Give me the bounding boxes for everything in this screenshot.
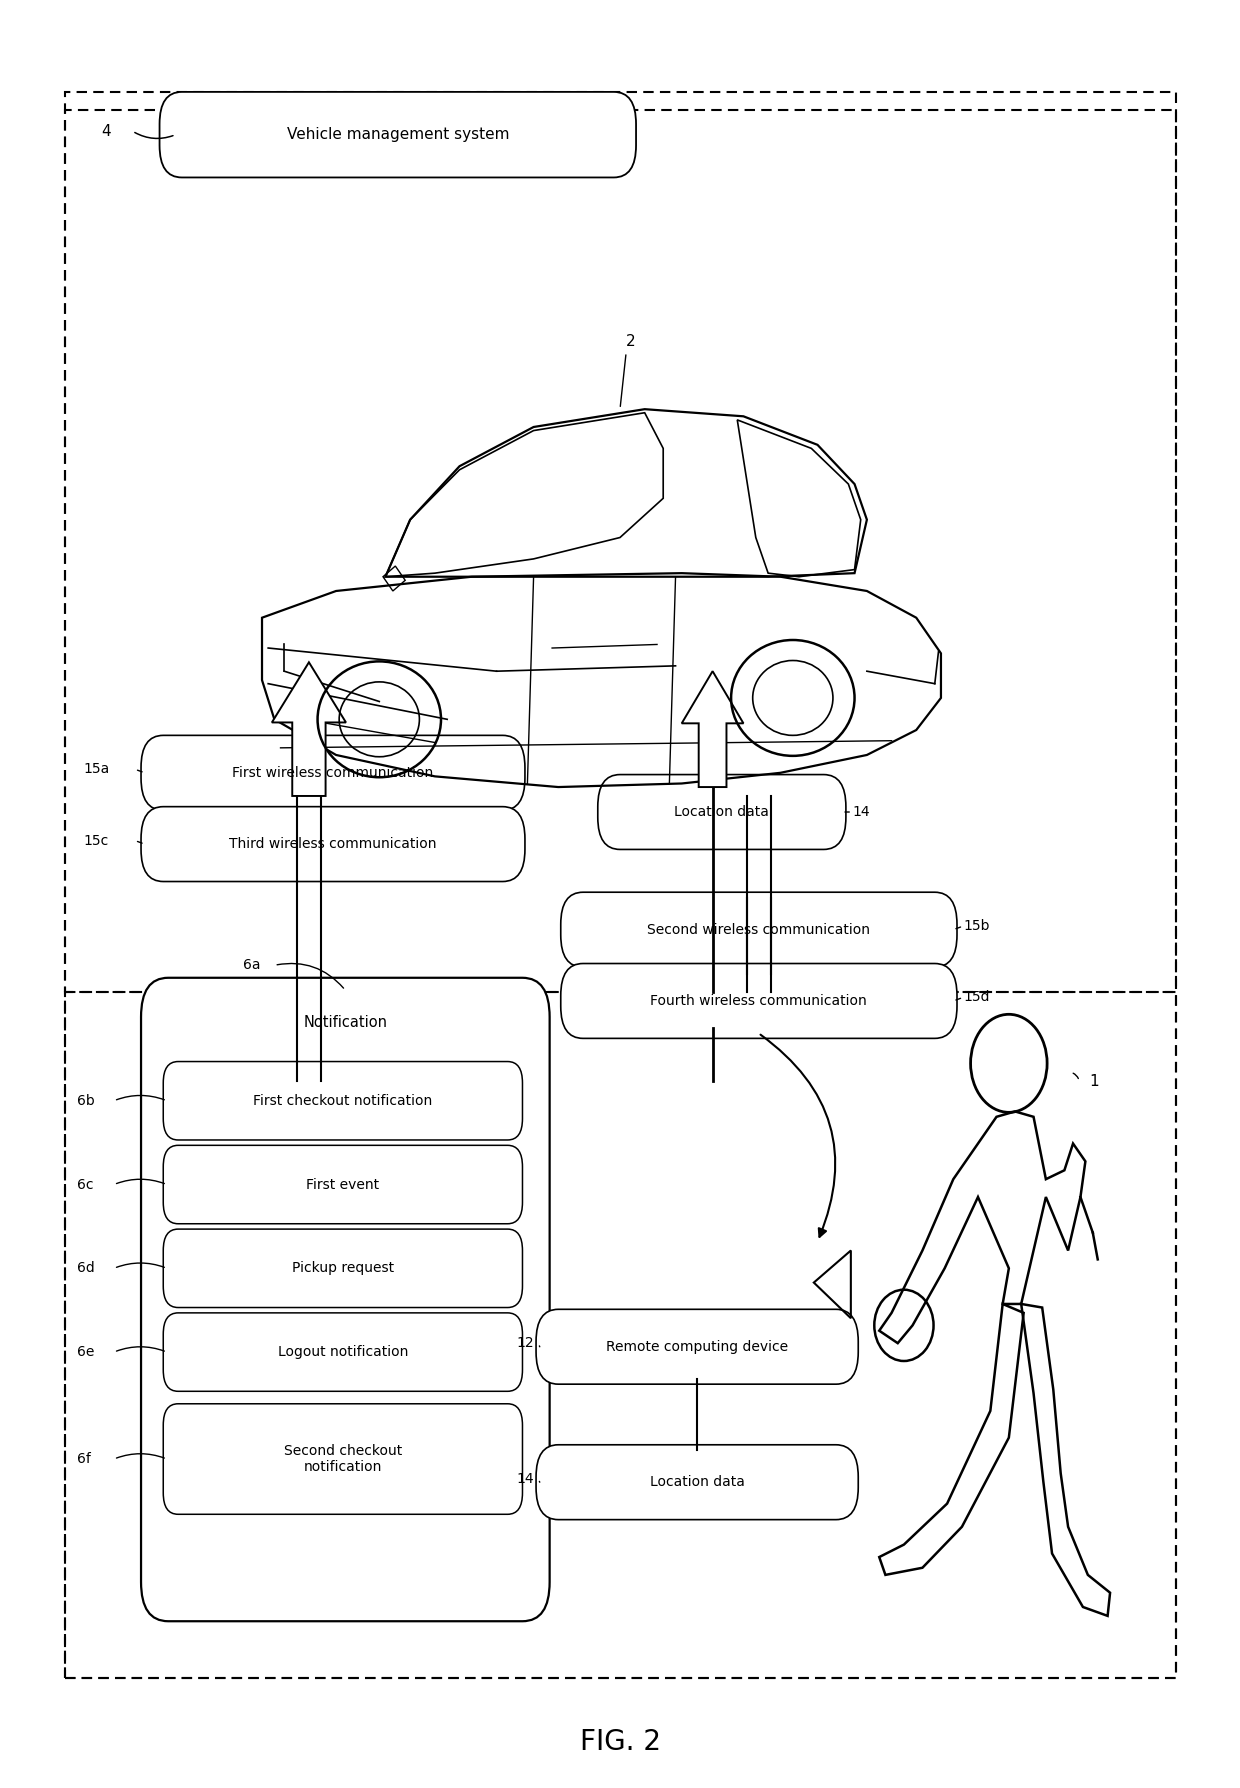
FancyBboxPatch shape <box>598 774 846 849</box>
Text: First checkout notification: First checkout notification <box>253 1094 433 1109</box>
Bar <box>64 91 1176 992</box>
FancyBboxPatch shape <box>560 964 957 1039</box>
Text: Pickup request: Pickup request <box>291 1261 394 1275</box>
Text: 15c: 15c <box>83 833 108 848</box>
Text: Remote computing device: Remote computing device <box>606 1339 789 1354</box>
Text: 4: 4 <box>102 123 112 139</box>
Text: 12: 12 <box>516 1336 533 1350</box>
Text: 6a: 6a <box>243 958 260 973</box>
FancyBboxPatch shape <box>160 91 636 177</box>
FancyBboxPatch shape <box>164 1146 522 1223</box>
Text: Location data: Location data <box>675 805 769 819</box>
Text: First wireless communication: First wireless communication <box>232 765 434 780</box>
Text: 6b: 6b <box>77 1094 94 1109</box>
Text: 15a: 15a <box>83 762 109 776</box>
Text: First event: First event <box>306 1178 379 1191</box>
Text: 14: 14 <box>852 805 869 819</box>
FancyBboxPatch shape <box>164 1228 522 1307</box>
Text: Third wireless communication: Third wireless communication <box>229 837 436 851</box>
Text: 6e: 6e <box>77 1345 94 1359</box>
Text: 2: 2 <box>626 334 636 349</box>
FancyBboxPatch shape <box>560 892 957 967</box>
Text: Second wireless communication: Second wireless communication <box>647 923 870 937</box>
FancyBboxPatch shape <box>141 735 525 810</box>
Bar <box>64 109 1176 1679</box>
Text: 6f: 6f <box>77 1452 91 1466</box>
FancyBboxPatch shape <box>164 1312 522 1391</box>
Text: 1: 1 <box>1089 1073 1099 1089</box>
Text: Second checkout
notification: Second checkout notification <box>284 1445 402 1473</box>
FancyBboxPatch shape <box>164 1404 522 1514</box>
Text: FIG. 2: FIG. 2 <box>579 1729 661 1756</box>
Text: 15d: 15d <box>963 991 990 1005</box>
FancyBboxPatch shape <box>536 1445 858 1520</box>
Text: Location data: Location data <box>650 1475 744 1489</box>
Bar <box>64 992 1176 1679</box>
Text: Logout notification: Logout notification <box>278 1345 408 1359</box>
FancyBboxPatch shape <box>536 1309 858 1384</box>
FancyBboxPatch shape <box>164 1062 522 1141</box>
Polygon shape <box>682 670 744 787</box>
Text: 6d: 6d <box>77 1261 94 1275</box>
FancyBboxPatch shape <box>141 978 549 1622</box>
Text: 15b: 15b <box>963 919 990 933</box>
Text: Fourth wireless communication: Fourth wireless communication <box>651 994 867 1008</box>
Text: 6c: 6c <box>77 1178 93 1191</box>
FancyBboxPatch shape <box>141 806 525 881</box>
Text: Notification: Notification <box>304 1016 387 1030</box>
Text: 14: 14 <box>516 1472 533 1486</box>
Text: Vehicle management system: Vehicle management system <box>286 127 510 143</box>
Polygon shape <box>272 662 346 796</box>
